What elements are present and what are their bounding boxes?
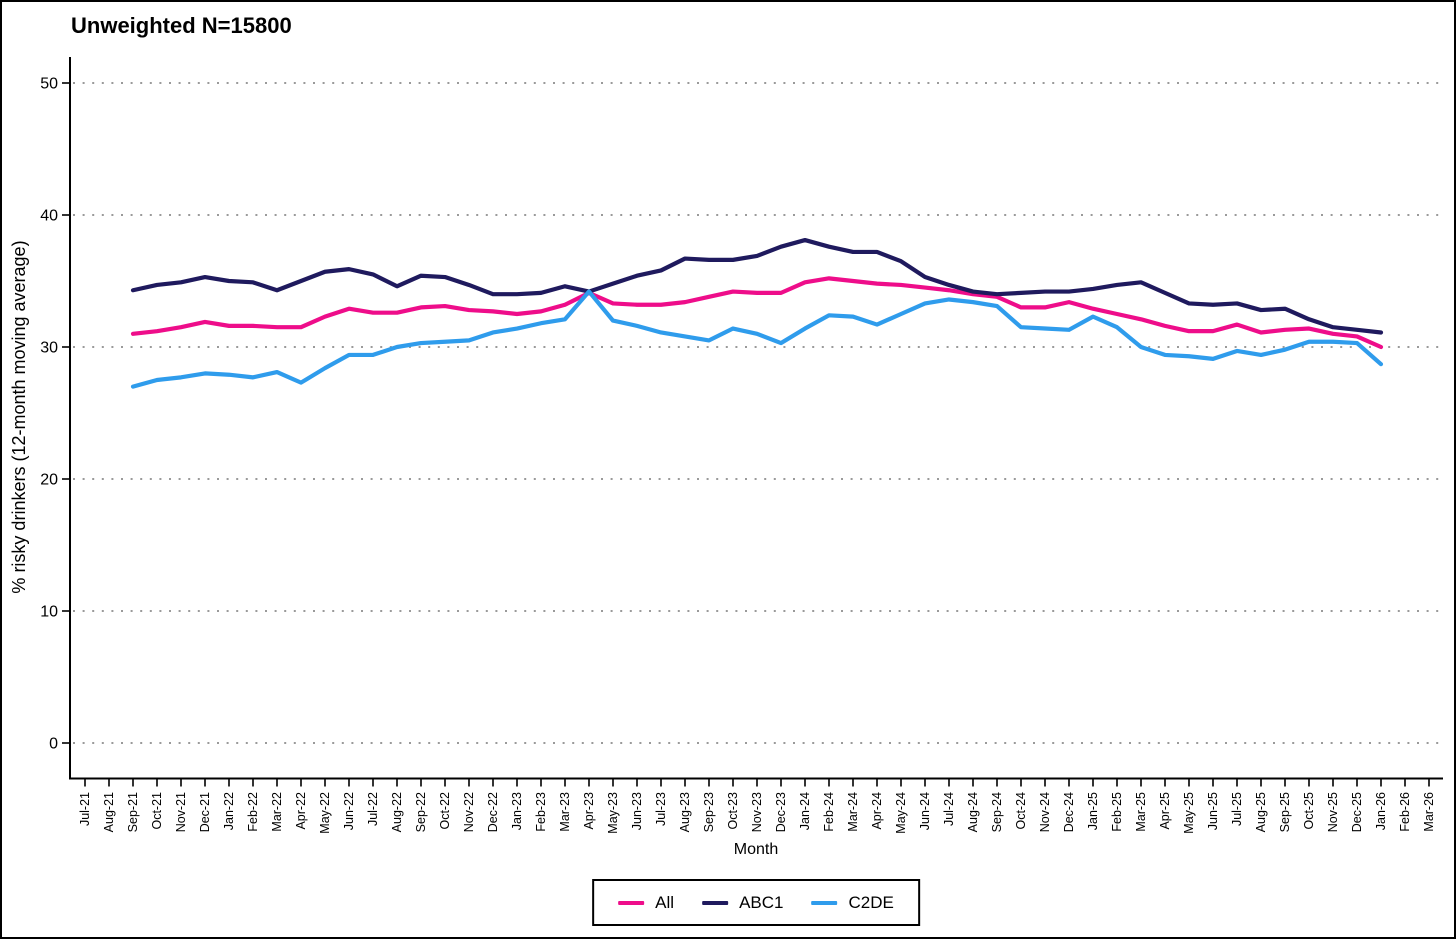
- x-tick-label-Jul-24: Jul-24: [942, 792, 956, 826]
- x-tick-label-Oct-23: Oct-23: [726, 792, 740, 830]
- legend-label-c2de: C2DE: [848, 892, 894, 912]
- legend-dash-all-icon: [618, 900, 645, 905]
- x-tick-label-Jun-23: Jun-23: [630, 792, 644, 830]
- x-tick-label-Feb-26: Feb-26: [1398, 792, 1412, 832]
- x-tick-label-Feb-24: Feb-24: [822, 792, 836, 832]
- x-tick-label-Aug-21: Aug-21: [102, 792, 116, 832]
- y-tick-label-50: 50: [40, 76, 58, 93]
- x-tick-label-Sep-24: Sep-24: [990, 792, 1004, 832]
- x-tick-label-May-22: May-22: [318, 792, 332, 834]
- x-tick-label-Mar-26: Mar-26: [1422, 792, 1436, 832]
- x-tick-label-Jan-24: Jan-24: [798, 792, 812, 830]
- chart-title: Unweighted N=15800: [71, 13, 292, 38]
- series-line-c2de: [130, 289, 1384, 389]
- legend-item-c2de: C2DE: [811, 892, 894, 913]
- legend: All ABC1 C2DE: [592, 879, 920, 926]
- x-tick-label-May-24: May-24: [894, 792, 908, 834]
- legend-item-abc1: ABC1: [702, 893, 783, 913]
- x-tick-label-May-25: May-25: [1182, 792, 1196, 834]
- x-tick-label-Dec-23: Dec-23: [774, 792, 788, 832]
- legend-dash-abc1-icon: [702, 900, 729, 905]
- x-tick-label-Oct-22: Oct-22: [438, 792, 452, 830]
- legend-dash-c2de-icon: [811, 900, 838, 905]
- x-tick-label-Jan-26: Jan-26: [1374, 792, 1388, 830]
- x-tick-label-Aug-24: Aug-24: [966, 792, 980, 832]
- legend-label-all: All: [655, 892, 675, 912]
- series-line-abc1: [130, 237, 1384, 335]
- x-tick-label-Nov-24: Nov-24: [1038, 792, 1052, 832]
- x-tick-label-Jan-22: Jan-22: [222, 792, 236, 830]
- x-tick-label-Sep-23: Sep-23: [702, 792, 716, 832]
- x-tick-label-Aug-22: Aug-22: [390, 792, 404, 832]
- x-tick-label-Dec-22: Dec-22: [486, 792, 500, 832]
- x-tick-label-Nov-21: Nov-21: [174, 792, 188, 832]
- x-tick-label-Feb-23: Feb-23: [534, 792, 548, 832]
- x-tick-label-Feb-22: Feb-22: [246, 792, 260, 832]
- x-tick-label-Mar-24: Mar-24: [846, 792, 860, 832]
- x-tick-label-Nov-23: Nov-23: [750, 792, 764, 832]
- y-axis-ticks: 0 10 20 30 40 50: [40, 76, 70, 753]
- x-tick-label-Jun-22: Jun-22: [342, 792, 356, 830]
- x-tick-label-Feb-25: Feb-25: [1110, 792, 1124, 832]
- x-tick-label-Sep-25: Sep-25: [1278, 792, 1292, 832]
- x-tick-label-Jan-25: Jan-25: [1086, 792, 1100, 830]
- x-tick-label-Jul-22: Jul-22: [366, 792, 380, 826]
- x-axis-title: Month: [734, 841, 778, 858]
- axes: [69, 57, 1443, 780]
- x-tick-label-Dec-24: Dec-24: [1062, 792, 1076, 832]
- x-tick-label-Mar-22: Mar-22: [270, 792, 284, 832]
- x-tick-label-Apr-24: Apr-24: [870, 792, 884, 830]
- x-tick-label-Jan-23: Jan-23: [510, 792, 524, 830]
- x-tick-label-Apr-25: Apr-25: [1158, 792, 1172, 830]
- x-tick-label-Mar-25: Mar-25: [1134, 792, 1148, 832]
- x-tick-label-Nov-25: Nov-25: [1326, 792, 1340, 832]
- x-tick-label-Aug-25: Aug-25: [1254, 792, 1268, 832]
- x-tick-label-Oct-25: Oct-25: [1302, 792, 1316, 830]
- y-tick-label-40: 40: [40, 208, 58, 225]
- x-tick-label-Dec-25: Dec-25: [1350, 792, 1364, 832]
- y-tick-label-20: 20: [40, 472, 58, 489]
- x-tick-label-Sep-21: Sep-21: [126, 792, 140, 832]
- x-tick-label-Oct-21: Oct-21: [150, 792, 164, 830]
- legend-item-all: All: [618, 893, 674, 913]
- x-axis-ticks: Jul-21 Aug-21 Sep-21 Oct-21 Nov-21 Dec-21 Jan-…: [78, 778, 1436, 834]
- series-line-all: [130, 276, 1384, 350]
- x-tick-label-Apr-22: Apr-22: [294, 792, 308, 830]
- x-tick-label-Jun-24: Jun-24: [918, 792, 932, 830]
- gridlines: [73, 82, 1439, 744]
- y-tick-label-10: 10: [40, 604, 58, 621]
- x-tick-label-Apr-23: Apr-23: [582, 792, 596, 830]
- y-tick-label-30: 30: [40, 340, 58, 357]
- x-tick-label-Jul-21: Jul-21: [78, 792, 92, 826]
- x-tick-label-Mar-23: Mar-23: [558, 792, 572, 832]
- x-tick-label-May-23: May-23: [606, 792, 620, 834]
- x-tick-label-Oct-24: Oct-24: [1014, 792, 1028, 830]
- x-tick-label-Jun-25: Jun-25: [1206, 792, 1220, 830]
- x-tick-label-Jul-25: Jul-25: [1230, 792, 1244, 826]
- x-tick-label-Dec-21: Dec-21: [198, 792, 212, 832]
- x-tick-label-Jul-23: Jul-23: [654, 792, 668, 826]
- x-tick-label-Nov-22: Nov-22: [462, 792, 476, 832]
- y-axis-title: % risky drinkers (12-month moving averag…: [9, 240, 29, 593]
- y-tick-label-0: 0: [49, 736, 58, 753]
- series-lines: [130, 237, 1384, 389]
- x-tick-label-Aug-23: Aug-23: [678, 792, 692, 832]
- x-tick-label-Sep-22: Sep-22: [414, 792, 428, 832]
- legend-label-abc1: ABC1: [739, 892, 784, 912]
